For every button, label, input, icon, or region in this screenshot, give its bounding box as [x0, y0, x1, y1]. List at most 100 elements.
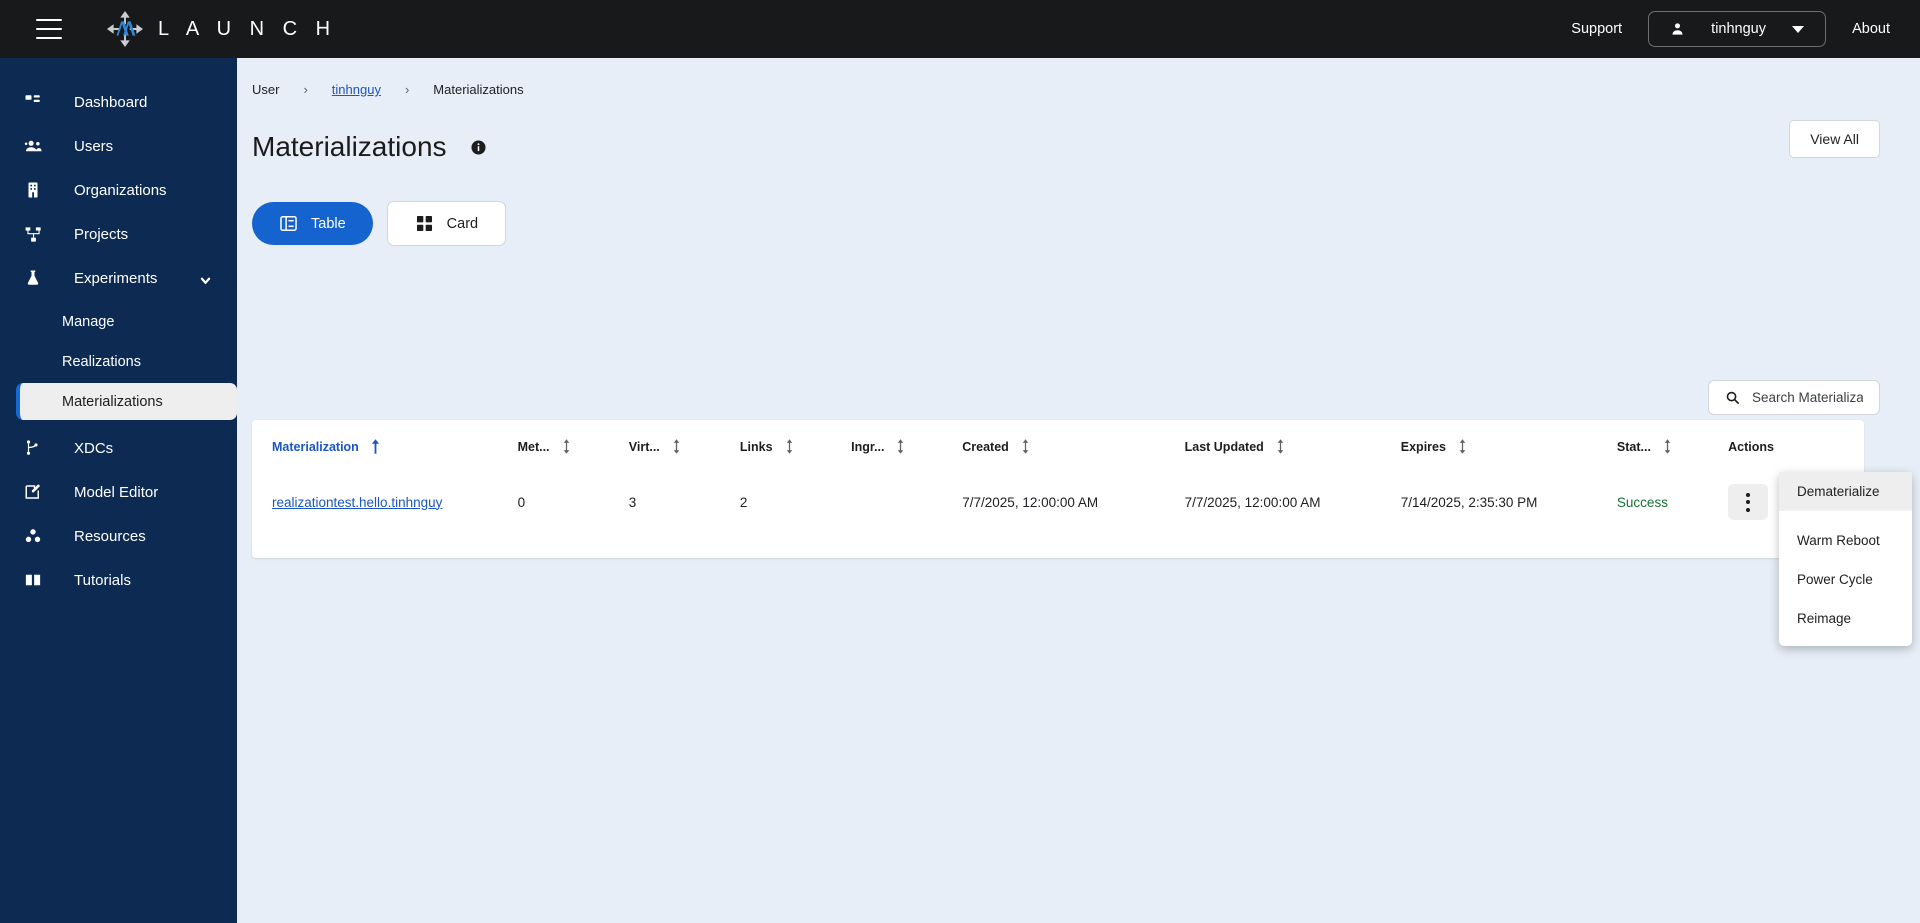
- info-icon[interactable]: [471, 139, 486, 155]
- search-input[interactable]: [1752, 390, 1863, 405]
- kebab-menu-icon[interactable]: [1728, 484, 1769, 520]
- flask-icon: [22, 267, 44, 289]
- column-header-metal[interactable]: Met...: [518, 420, 629, 470]
- chevron-down-icon: [200, 273, 211, 284]
- column-label: Met...: [517, 439, 550, 454]
- sidebar-item-organizations[interactable]: Organizations: [0, 168, 237, 212]
- sidebar-label-experiments: Experiments: [74, 269, 158, 287]
- cell-expires: 7/14/2025, 2:35:30 PM: [1400, 494, 1538, 510]
- column-label: Created: [962, 439, 1009, 454]
- support-link[interactable]: Support: [1571, 21, 1623, 37]
- sidebar-label-tutorials: Tutorials: [74, 571, 131, 589]
- users-icon: [22, 135, 44, 157]
- edit-square-icon: [22, 481, 44, 503]
- branch-icon: [22, 437, 44, 459]
- column-label: Stat...: [1616, 439, 1651, 454]
- search-container: [1708, 380, 1880, 415]
- sidebar-item-experiments[interactable]: Experiments: [0, 256, 237, 300]
- sort-both-icon: [1664, 439, 1671, 454]
- card-view-icon: [416, 215, 432, 232]
- book-icon: [22, 569, 44, 591]
- breadcrumb-item-tinhnguy[interactable]: tinhnguy: [331, 82, 381, 97]
- menu-item-power-cycle[interactable]: Power Cycle: [1797, 572, 1873, 587]
- column-header-materialization[interactable]: Materialization: [252, 420, 518, 470]
- table-body: realizationtest.hello.tinhnguy 0 3 2 7/7…: [252, 470, 1864, 534]
- cell-created: 7/7/2025, 12:00:00 AM: [962, 494, 1099, 510]
- projects-icon: [22, 223, 44, 245]
- user-avatar-icon: [1672, 23, 1683, 35]
- menu-item-dematerialize[interactable]: Dematerialize: [1779, 472, 1912, 511]
- sidebar-item-resources[interactable]: Resources: [0, 514, 237, 558]
- sidebar-item-manage[interactable]: Manage: [16, 303, 237, 340]
- column-header-last-updated[interactable]: Last Updated: [1185, 420, 1401, 470]
- materializations-table: Materialization Met...: [252, 420, 1864, 534]
- sidebar-item-materializations[interactable]: Materializations: [16, 383, 237, 420]
- brand-logo-link[interactable]: L A U N C H: [106, 10, 337, 48]
- sidebar-label-dashboard: Dashboard: [74, 93, 148, 111]
- sidebar-item-model-editor[interactable]: Model Editor: [0, 470, 237, 514]
- sidebar-item-xdcs[interactable]: XDCs: [0, 426, 237, 470]
- sidebar-item-tutorials[interactable]: Tutorials: [0, 558, 237, 602]
- main-content: User › tinhnguy › Materializations Mater…: [237, 58, 1920, 923]
- column-header-ingress[interactable]: Ingr...: [851, 420, 962, 470]
- card-view-button[interactable]: Card: [386, 201, 507, 246]
- about-link[interactable]: About: [1852, 21, 1890, 37]
- view-toggle-group: Table Card: [252, 201, 1920, 246]
- sidebar-label-resources: Resources: [74, 527, 146, 545]
- sidebar-label-model-editor: Model Editor: [74, 483, 159, 501]
- breadcrumb-item-materializations: Materializations: [433, 82, 524, 97]
- table-view-button[interactable]: Table: [252, 202, 373, 245]
- materialization-link[interactable]: realizationtest.hello.tinhnguy: [272, 494, 443, 510]
- column-label: Materialization: [272, 439, 359, 454]
- column-label: Virt...: [628, 439, 660, 454]
- table-view-icon: [280, 216, 297, 231]
- column-label: Actions: [1728, 439, 1774, 454]
- cell-links: 2: [739, 494, 748, 510]
- menu-divider: [1779, 511, 1912, 521]
- sort-both-icon: [1022, 439, 1029, 454]
- cell-actions: [1728, 470, 1864, 534]
- sort-both-icon: [673, 439, 679, 454]
- search-box[interactable]: [1708, 380, 1880, 415]
- column-header-actions: Actions: [1728, 420, 1864, 470]
- hamburger-menu-icon[interactable]: [36, 19, 62, 39]
- menu-item-warm-reboot[interactable]: Warm Reboot: [1797, 533, 1880, 548]
- sidebar-navigation: Dashboard Users Organizations Projects E: [0, 58, 237, 923]
- column-header-status[interactable]: Stat...: [1617, 420, 1728, 470]
- column-header-virtual[interactable]: Virt...: [629, 420, 740, 470]
- chevron-down-icon: [1792, 25, 1804, 33]
- user-name-label: tinhnguy: [1711, 21, 1766, 37]
- card-view-label: Card: [446, 215, 479, 232]
- sidebar-item-realizations[interactable]: Realizations: [16, 343, 237, 380]
- top-bar-actions: Support tinhnguy About: [1571, 11, 1890, 47]
- sidebar-label-manage: Manage: [62, 313, 115, 330]
- table-view-label: Table: [311, 215, 346, 232]
- column-header-created[interactable]: Created: [962, 420, 1184, 470]
- page-title: Materializations: [252, 131, 447, 162]
- sidebar-item-projects[interactable]: Projects: [0, 212, 237, 256]
- column-label: Expires: [1400, 439, 1446, 454]
- sort-both-icon: [1459, 439, 1466, 454]
- page-header: Materializations: [252, 131, 1920, 163]
- search-icon: [1726, 391, 1739, 404]
- table-row: realizationtest.hello.tinhnguy 0 3 2 7/7…: [252, 470, 1864, 534]
- sort-asc-icon: [371, 439, 379, 454]
- sort-both-icon: [1277, 439, 1283, 454]
- breadcrumb-item-user: User: [252, 82, 280, 97]
- status-badge: Success: [1616, 494, 1668, 510]
- column-header-expires[interactable]: Expires: [1401, 420, 1617, 470]
- column-label: Ingr...: [851, 439, 885, 454]
- view-all-button[interactable]: View All: [1789, 120, 1880, 158]
- column-header-links[interactable]: Links: [740, 420, 851, 470]
- table-header-row: Materialization Met...: [252, 420, 1864, 470]
- menu-item-reimage[interactable]: Reimage: [1797, 611, 1852, 626]
- sort-both-icon: [786, 439, 792, 454]
- cell-ingress: [851, 470, 962, 534]
- sidebar-item-dashboard[interactable]: Dashboard: [0, 80, 237, 124]
- cell-metal: 0: [517, 494, 526, 510]
- column-label: Last Updated: [1184, 439, 1264, 454]
- table-header: Materialization Met...: [252, 420, 1864, 470]
- sidebar-item-users[interactable]: Users: [0, 124, 237, 168]
- user-menu-button[interactable]: tinhnguy: [1648, 11, 1827, 47]
